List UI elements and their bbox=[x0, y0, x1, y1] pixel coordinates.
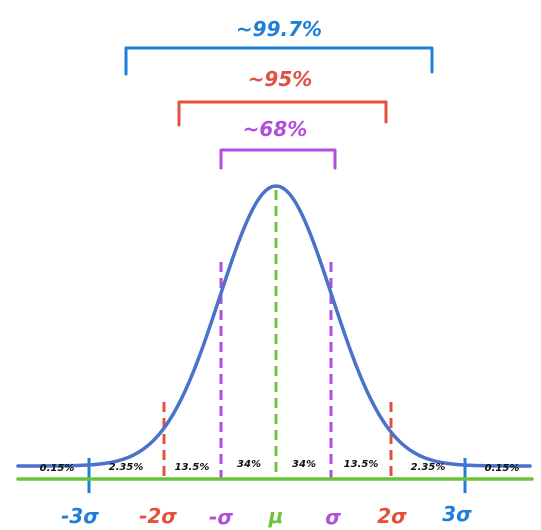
region-percent: 34% bbox=[292, 459, 316, 470]
axis-label-plus-1-sigma: σ bbox=[325, 505, 341, 529]
region-percent: 34% bbox=[237, 459, 261, 470]
region-percent: 2.35% bbox=[109, 462, 144, 473]
bracket-99-7: ~99.7% bbox=[124, 17, 434, 76]
axis-label-plus-3-sigma: 3σ bbox=[442, 502, 472, 526]
axis-label-mean: μ bbox=[268, 504, 284, 528]
axis-label-plus-2-sigma: 2σ bbox=[377, 504, 407, 528]
bracket-95: ~95% bbox=[177, 67, 388, 127]
bracket-95-label: ~95% bbox=[248, 67, 313, 91]
bracket-99-7-label: ~99.7% bbox=[236, 17, 322, 41]
region-percent: 13.5% bbox=[344, 459, 379, 470]
axis-label-minus-1-sigma: -σ bbox=[209, 505, 233, 529]
bracket-68: ~68% bbox=[219, 117, 337, 170]
region-percent: 0.15% bbox=[40, 463, 75, 474]
region-percent: 13.5% bbox=[175, 462, 210, 473]
region-percent: 2.35% bbox=[411, 462, 446, 473]
axis-label-minus-2-sigma: -2σ bbox=[139, 504, 177, 528]
bracket-68-label: ~68% bbox=[243, 117, 308, 141]
axis-label-minus-3-sigma: -3σ bbox=[61, 504, 99, 528]
region-percent-labels: 0.15% 2.35% 13.5% 34% 34% 13.5% 2.35% 0.… bbox=[40, 459, 520, 474]
bell-curve bbox=[16, 184, 532, 468]
region-percent: 0.15% bbox=[485, 463, 520, 474]
